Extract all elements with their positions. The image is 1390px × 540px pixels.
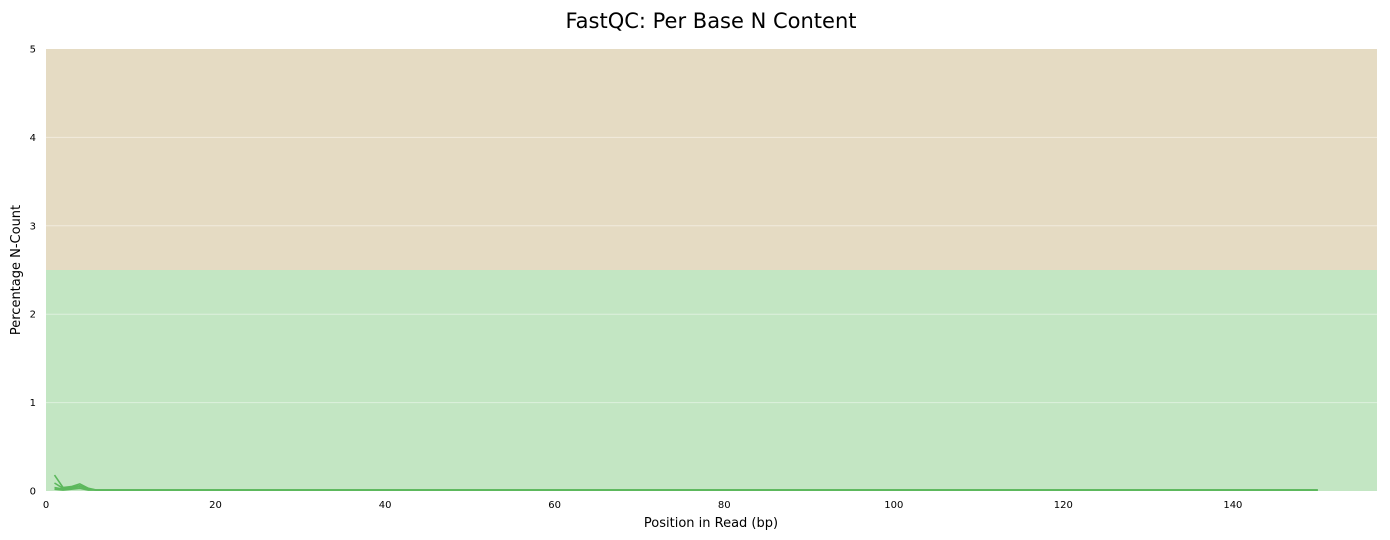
y-axis-ticks: 0 1 2 3 4 5 <box>30 45 36 498</box>
x-tick-label-5: 100 <box>884 500 903 511</box>
x-tick-label-0: 0 <box>43 500 49 511</box>
x-tick-label-2: 40 <box>379 500 392 511</box>
x-axis-ticks: 0 20 40 60 80 100 120 140 <box>43 500 1243 511</box>
y-tick-label-1: 1 <box>30 398 36 409</box>
y-tick-label-4: 4 <box>30 133 36 144</box>
series-lines <box>53 474 1318 491</box>
band-1 <box>46 49 1377 270</box>
y-tick-label-2: 2 <box>30 310 36 321</box>
y-axis-title: Percentage N-Count <box>9 205 24 335</box>
x-tick-label-7: 140 <box>1223 500 1242 511</box>
x-tick-label-4: 80 <box>718 500 731 511</box>
background-bands <box>46 49 1377 491</box>
y-tick-label-3: 3 <box>30 221 36 232</box>
x-tick-label-3: 60 <box>548 500 561 511</box>
y-tick-label-5: 5 <box>30 45 36 56</box>
y-tick-label-0: 0 <box>30 487 36 498</box>
grid-lines <box>46 136 1377 404</box>
band-0 <box>46 270 1377 491</box>
x-tick-label-1: 20 <box>209 500 222 511</box>
chart-title: FastQC: Per Base N Content <box>566 9 857 33</box>
x-axis-title: Position in Read (bp) <box>644 516 778 531</box>
series-line-3 <box>54 487 1318 491</box>
x-tick-label-6: 120 <box>1054 500 1073 511</box>
